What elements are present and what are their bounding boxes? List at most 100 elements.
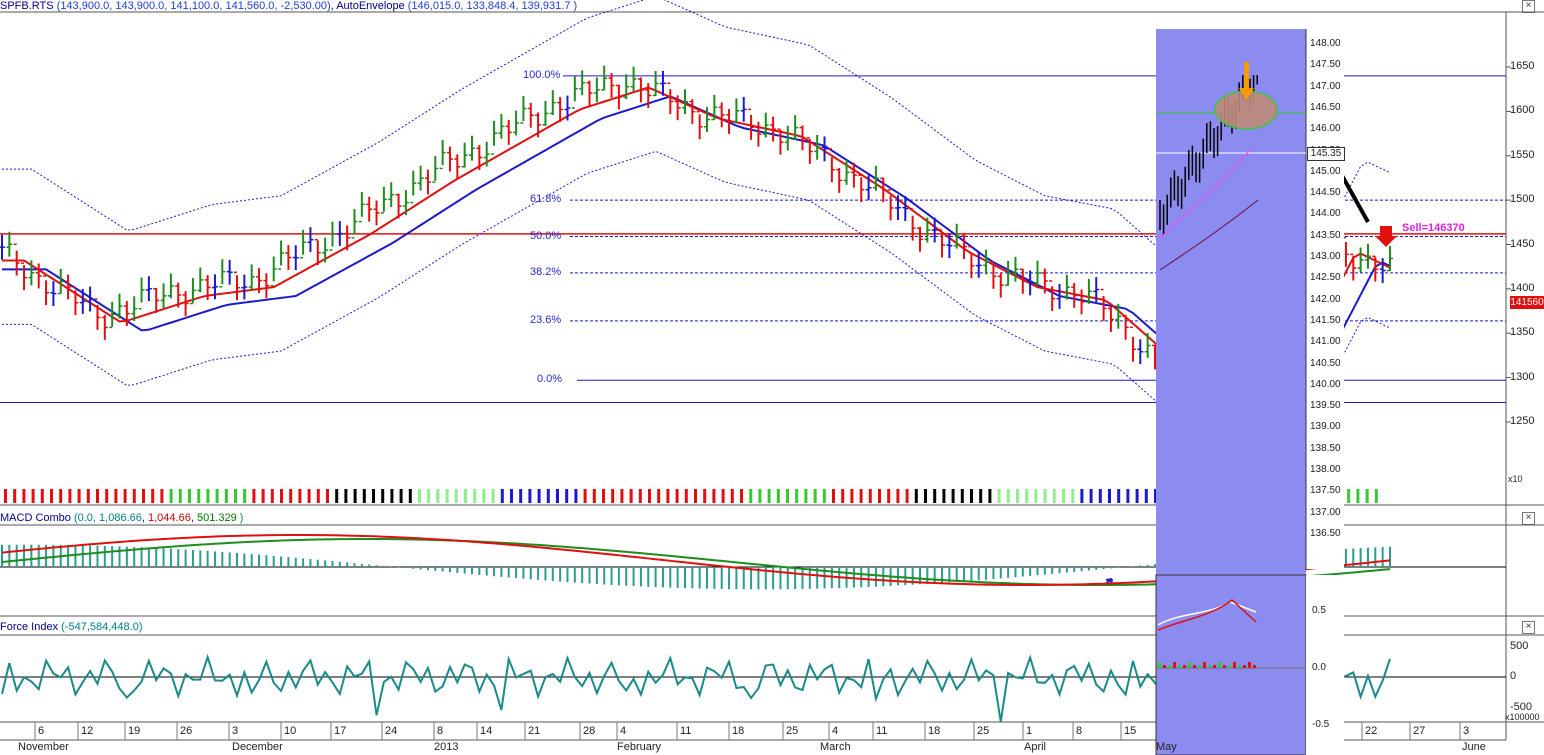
- signal-strip-cell: [1365, 489, 1369, 503]
- x-day-label: 4: [832, 725, 839, 737]
- sell-arrow-icon: [1375, 226, 1397, 247]
- force-pane-close-button[interactable]: ×: [1522, 621, 1535, 634]
- envelope-upper: [2, 0, 1391, 302]
- signal-strip-cell: [1080, 489, 1084, 503]
- signal-strip-cell: [1356, 489, 1360, 503]
- inset-osc-bar: [1208, 665, 1211, 668]
- x-day-label: 15: [1124, 725, 1137, 737]
- signal-strip-cell: [1062, 489, 1065, 503]
- signal-strip-cell: [620, 489, 624, 503]
- signal-strip-cell: [482, 489, 486, 503]
- signal-strip-cell: [353, 489, 357, 503]
- signal-strip-cell: [574, 489, 578, 503]
- signal-strip-cell: [307, 489, 311, 503]
- signal-strip-cell: [1006, 489, 1010, 503]
- x-day-label: 18: [732, 725, 745, 737]
- signal-strip-cell: [914, 489, 918, 503]
- x-day-label: 25: [786, 725, 799, 737]
- signal-strip-cell: [583, 489, 587, 503]
- y-tick-label: 1250: [1510, 415, 1535, 427]
- signal-strip-cell: [730, 489, 734, 503]
- signal-strip-cell: [96, 489, 99, 503]
- inset-osc-bar: [1158, 662, 1161, 668]
- signal-strip-cell: [629, 489, 633, 503]
- x-day-label: 24: [385, 725, 398, 737]
- signal-strip-cell: [675, 489, 679, 503]
- inset-osc-bar: [1233, 662, 1236, 668]
- inset-osc-bar: [1178, 665, 1181, 668]
- signal-strip-cell: [942, 489, 946, 503]
- signal-strip-cell: [878, 489, 881, 503]
- axis-multiplier: x10: [1508, 474, 1523, 484]
- x-day-label: 21: [528, 725, 541, 737]
- signal-strip-cell: [298, 489, 302, 503]
- inset-osc-tick: 0.5: [1312, 605, 1326, 616]
- signal-strip-cell: [767, 489, 771, 503]
- signal-strip-cell: [749, 489, 753, 503]
- inset-price-tick: 147.00: [1310, 80, 1341, 92]
- x-day-label: 19: [128, 725, 141, 737]
- signal-strip-cell: [1126, 489, 1130, 503]
- inset-ma-magenta: [1159, 149, 1251, 239]
- x-day-label: 12: [81, 725, 94, 737]
- y-tick-label: 1600: [1510, 104, 1535, 117]
- force-y-tick-label: 500: [1510, 640, 1529, 652]
- fib-level-label: 0.0%: [537, 373, 563, 386]
- signal-strip-cell: [905, 489, 909, 503]
- signal-strip-cell: [804, 489, 808, 503]
- macd-value-2: 1,044.66: [148, 512, 191, 524]
- signal-strip-cell: [280, 489, 283, 503]
- fib-level-label: 38.2%: [530, 265, 562, 278]
- inset-osc-bar: [1238, 665, 1241, 668]
- signal-strip-cell: [666, 489, 670, 503]
- x-day-label: 8: [437, 725, 444, 737]
- signal-strip-cell: [813, 489, 817, 503]
- signal-strip-cell: [454, 489, 458, 503]
- signal-strip-cell: [316, 489, 320, 503]
- inset-osc-bar: [1243, 665, 1246, 668]
- inset-osc-bar: [1213, 665, 1216, 668]
- signal-strip-cell: [694, 489, 697, 503]
- signal-strip-cell: [684, 489, 688, 503]
- signal-strip-cell: [59, 489, 63, 503]
- inset-osc-bar: [1203, 662, 1206, 668]
- inset-price-tick: 136.50: [1310, 527, 1341, 539]
- x-day-label: 6: [38, 725, 45, 737]
- signal-strip-cell: [224, 489, 228, 503]
- y-tick-label: 1350: [1510, 326, 1535, 339]
- signal-strip-cell: [528, 489, 532, 503]
- inset-price-tick: 147.50: [1310, 59, 1341, 71]
- fib-level-label: 61.8%: [530, 193, 562, 206]
- x-month-label: April: [1024, 741, 1047, 753]
- signal-strip-cell: [1144, 489, 1148, 503]
- inset-price-tick: 143.00: [1310, 251, 1341, 262]
- main-pane-header: SPFB.RTS (143,900.0, 143,900.0, 141,100.…: [0, 0, 578, 13]
- signal-strip-cell: [721, 489, 725, 503]
- y-tick-label: 1450: [1510, 237, 1535, 250]
- signal-strip-cell: [169, 489, 173, 503]
- macd-zero: (0.0,: [73, 512, 100, 524]
- inset-osc-bar: [1183, 665, 1186, 668]
- signal-strip-cell: [86, 489, 90, 503]
- signal-strip-cell: [1071, 489, 1075, 503]
- signal-strip-cell: [270, 489, 274, 503]
- signal-strip-cell: [390, 489, 394, 503]
- signal-strip-cell: [510, 489, 513, 503]
- signal-strip-cell: [786, 489, 789, 503]
- signal-strip-cell: [657, 489, 661, 503]
- signal-strip-cell: [142, 489, 145, 503]
- inset-osc-bar: [1253, 665, 1256, 668]
- y-tick-label: 1500: [1510, 193, 1535, 206]
- inset-price-tick: 142.50: [1310, 272, 1341, 284]
- main-title: SPFB.RTS: [0, 0, 54, 12]
- inset-price-tick: 145.00: [1310, 165, 1341, 177]
- signal-strip-cell: [1374, 489, 1378, 503]
- inset-osc-bar: [1193, 665, 1196, 668]
- signal-strip-cell: [795, 489, 799, 503]
- signal-strip-cell: [68, 489, 72, 503]
- x-month-label: June: [1462, 741, 1486, 753]
- signal-strip-cell: [22, 489, 26, 503]
- signal-strip-cell: [197, 489, 201, 503]
- signal-strip-cell: [344, 489, 348, 503]
